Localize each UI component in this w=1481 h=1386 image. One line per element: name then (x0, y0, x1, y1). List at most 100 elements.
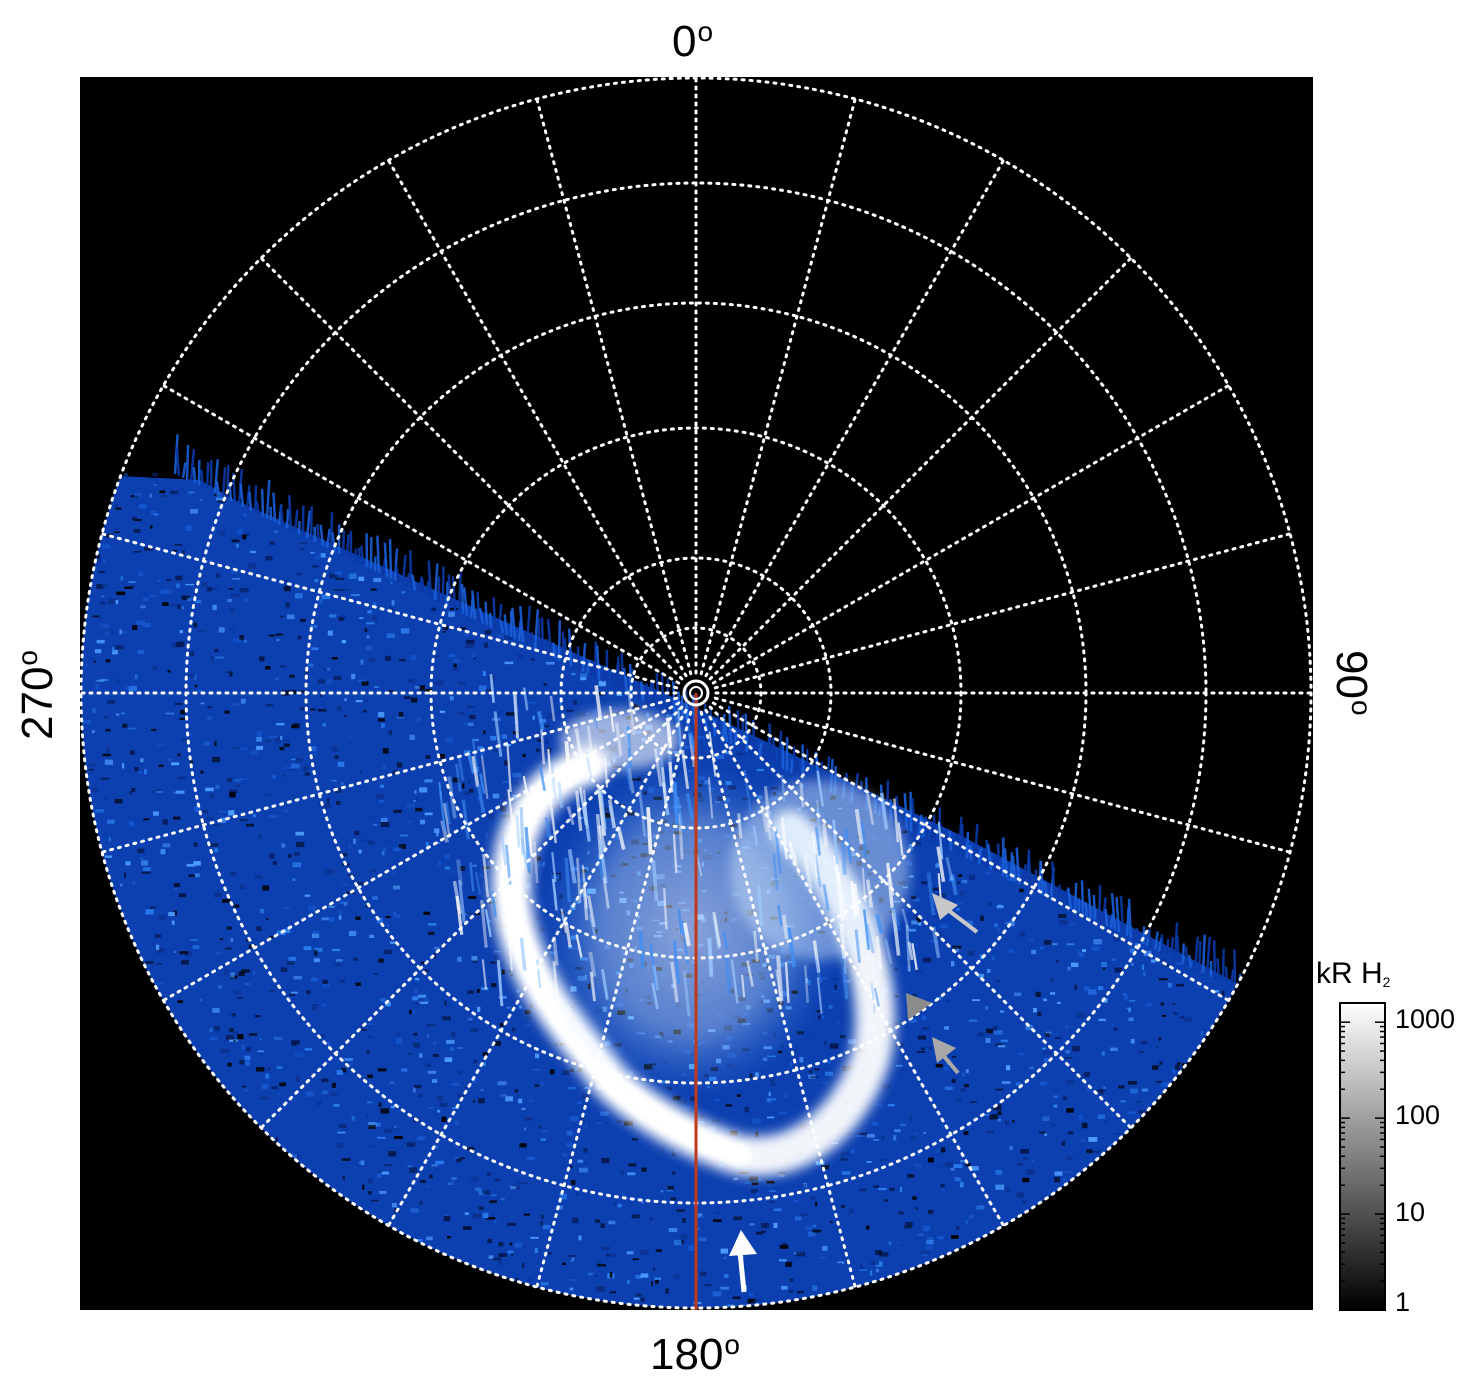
noise-speckle (268, 736, 277, 738)
noise-speckle (199, 999, 202, 1001)
noise-speckle (203, 810, 208, 813)
noise-speckle (888, 1241, 892, 1246)
noise-speckle (208, 587, 218, 590)
noise-speckle (512, 1027, 516, 1032)
noise-speckle (950, 1168, 955, 1171)
noise-speckle (281, 843, 286, 848)
noise-speckle (760, 1230, 766, 1234)
streak (774, 828, 783, 874)
noise-speckle (1101, 1051, 1105, 1056)
streak (500, 882, 508, 905)
streak (588, 914, 597, 938)
edge-spike (478, 607, 485, 624)
noise-speckle (540, 1214, 545, 1220)
noise-speckle (997, 1111, 1002, 1115)
noise-speckle (353, 838, 356, 844)
noise-speckle (401, 1068, 408, 1072)
edge-spike (529, 632, 534, 647)
noise-speckle (457, 1094, 466, 1098)
noise-speckle (214, 1026, 220, 1031)
noise-speckle (1177, 1062, 1181, 1065)
noise-speckle (632, 1258, 639, 1261)
noise-speckle (423, 969, 429, 972)
noise-speckle (396, 762, 403, 768)
streak (859, 821, 868, 857)
streak (840, 833, 847, 875)
noise-speckle (693, 1301, 702, 1305)
noise-speckle (521, 1110, 526, 1112)
noise-speckle (155, 790, 163, 793)
streak (600, 968, 609, 1000)
streak (564, 921, 572, 948)
edge-spike (409, 550, 413, 589)
noise-speckle (230, 607, 235, 613)
noise-speckle (281, 690, 290, 696)
noise-speckle (500, 1094, 508, 1097)
noise-speckle (335, 577, 345, 580)
noise-speckle (917, 1035, 926, 1040)
streak (564, 857, 572, 903)
noise-speckle (986, 1028, 993, 1034)
noise-speckle (244, 1055, 251, 1060)
noise-speckle (1020, 1149, 1029, 1154)
noise-speckle (645, 700, 649, 706)
streak (517, 918, 522, 950)
noise-speckle (214, 741, 217, 747)
noise-speckle (159, 490, 166, 494)
edge-spike (1187, 954, 1193, 968)
noise-speckle (1103, 1120, 1108, 1124)
noise-speckle (85, 664, 89, 667)
noise-speckle (822, 1245, 828, 1251)
noise-speckle (378, 958, 384, 963)
noise-speckle (465, 791, 471, 794)
noise-speckle (1039, 946, 1044, 950)
noise-speckle (616, 1120, 624, 1124)
noise-speckle (435, 655, 439, 658)
noise-speckle (200, 702, 205, 705)
noise-speckle (365, 622, 375, 625)
noise-speckle (454, 1121, 459, 1125)
noise-speckle (927, 1236, 933, 1239)
noise-speckle (112, 650, 118, 655)
noise-speckle (993, 1030, 1003, 1035)
noise-speckle (866, 1225, 870, 1230)
noise-speckle (311, 753, 317, 755)
edge-spike (1119, 895, 1125, 935)
streak (581, 864, 588, 909)
edge-spike (1165, 938, 1170, 956)
noise-speckle (215, 656, 224, 659)
edge-spike (1087, 888, 1093, 919)
noise-speckle (1074, 984, 1078, 990)
noise-speckle (1091, 1151, 1101, 1153)
noise-speckle (464, 1086, 467, 1090)
noise-speckle (373, 615, 377, 621)
noise-speckle (482, 671, 486, 676)
noise-speckle (173, 950, 176, 953)
noise-speckle (895, 1064, 903, 1067)
noise-speckle (226, 671, 234, 673)
noise-speckle (999, 1010, 1005, 1013)
noise-speckle (301, 705, 305, 708)
edge-spike (585, 659, 591, 675)
streak (712, 911, 722, 947)
noise-speckle (542, 1224, 551, 1230)
noise-speckle (1139, 1051, 1145, 1054)
edge-spike (1011, 855, 1017, 882)
noise-speckle (434, 946, 440, 950)
edge-spike (581, 643, 587, 673)
noise-speckle (779, 1259, 787, 1262)
noise-speckle (464, 1212, 469, 1215)
gray-arrow-icon (906, 993, 932, 1020)
noise-speckle (133, 551, 141, 553)
noise-speckle (351, 673, 356, 680)
noise-speckle (1005, 1187, 1011, 1192)
noise-speckle (514, 1242, 523, 1248)
noise-speckle (467, 1147, 475, 1151)
noise-speckle (1150, 959, 1156, 963)
noise-speckle (180, 709, 186, 715)
noise-speckle (1118, 1085, 1125, 1089)
noise-speckle (617, 1203, 622, 1208)
streak (832, 819, 839, 865)
noise-speckle (357, 679, 367, 683)
noise-speckle (131, 787, 136, 792)
